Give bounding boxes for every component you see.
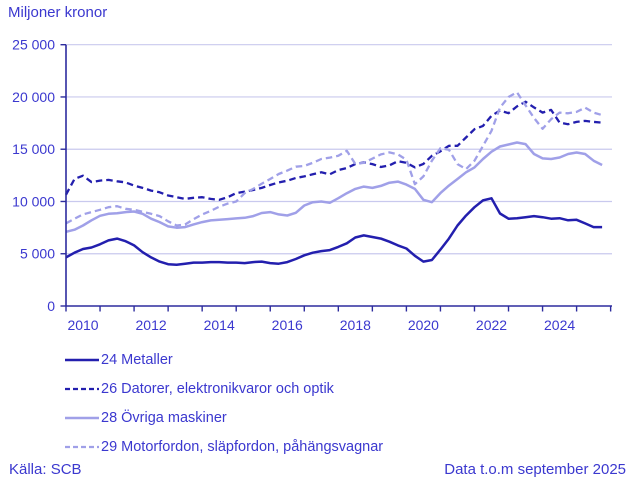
legend-swatch-dashed-line-icon <box>65 445 99 448</box>
x-tick-label-2020: 2020 <box>408 317 439 333</box>
x-tick-label-2016: 2016 <box>272 317 303 333</box>
legend-item-29-motorfordon-släpfordon-påhängsvagnar: 29 Motorfordon, släpfordon, påhängsvagna… <box>65 432 383 461</box>
legend: 24 Metaller 26 Datorer, elektronikvaror o… <box>65 345 383 461</box>
legend-label: 29 Motorfordon, släpfordon, påhängsvagna… <box>101 438 384 455</box>
legend-item-24-metaller: 24 Metaller <box>65 345 383 374</box>
legend-item-26-datorer-elektronikvaror-och-optik: 26 Datorer, elektronikvaror och optik <box>65 374 383 403</box>
series-line-26-datorer-elektronikvaror-och-optik <box>64 100 603 201</box>
series-line-29-motorfordon-släpfordon-påhängsvagnar <box>65 91 603 227</box>
x-tick-label-2012: 2012 <box>136 317 167 333</box>
legend-label: 28 Övriga maskiner <box>101 409 227 426</box>
legend-label: 26 Datorer, elektronikvaror och optik <box>101 380 334 397</box>
legend-swatch-solid-line-icon <box>65 416 99 419</box>
source-label: Källa: SCB <box>9 461 82 478</box>
x-tick-label-2024: 2024 <box>544 317 575 333</box>
y-tick-label-15000: 15 000 <box>12 141 55 157</box>
data-coverage-note: Data t.o.m september 2025 <box>444 461 626 478</box>
y-tick-label-5000: 5 000 <box>20 246 55 262</box>
series-line-24-metaller <box>65 197 603 266</box>
series-line-28-övriga-maskiner <box>65 141 603 234</box>
chart-title: Miljoner kronor <box>8 4 108 21</box>
legend-swatch-solid-line-icon <box>65 358 99 361</box>
y-tick-label-20000: 20 000 <box>12 89 55 105</box>
legend-swatch-dashed-line-icon <box>65 387 99 390</box>
y-tick-label-0: 0 <box>47 298 55 314</box>
y-tick-label-25000: 25 000 <box>12 37 55 53</box>
legend-label: 24 Metaller <box>101 351 173 368</box>
footer: Källa: SCB Data t.o.m september 2025 <box>0 461 635 478</box>
x-tick-label-2018: 2018 <box>340 317 371 333</box>
legend-item-28-övriga-maskiner: 28 Övriga maskiner <box>65 403 383 432</box>
x-tick-label-2022: 2022 <box>476 317 507 333</box>
line-chart-plot: 0 5 000 10 000 15 000 20 000 25 000 2010 2012 20… <box>12 37 612 333</box>
x-tick-label-2010: 2010 <box>67 317 98 333</box>
x-tick-label-2014: 2014 <box>204 317 235 333</box>
y-tick-label-10000: 10 000 <box>12 193 55 209</box>
